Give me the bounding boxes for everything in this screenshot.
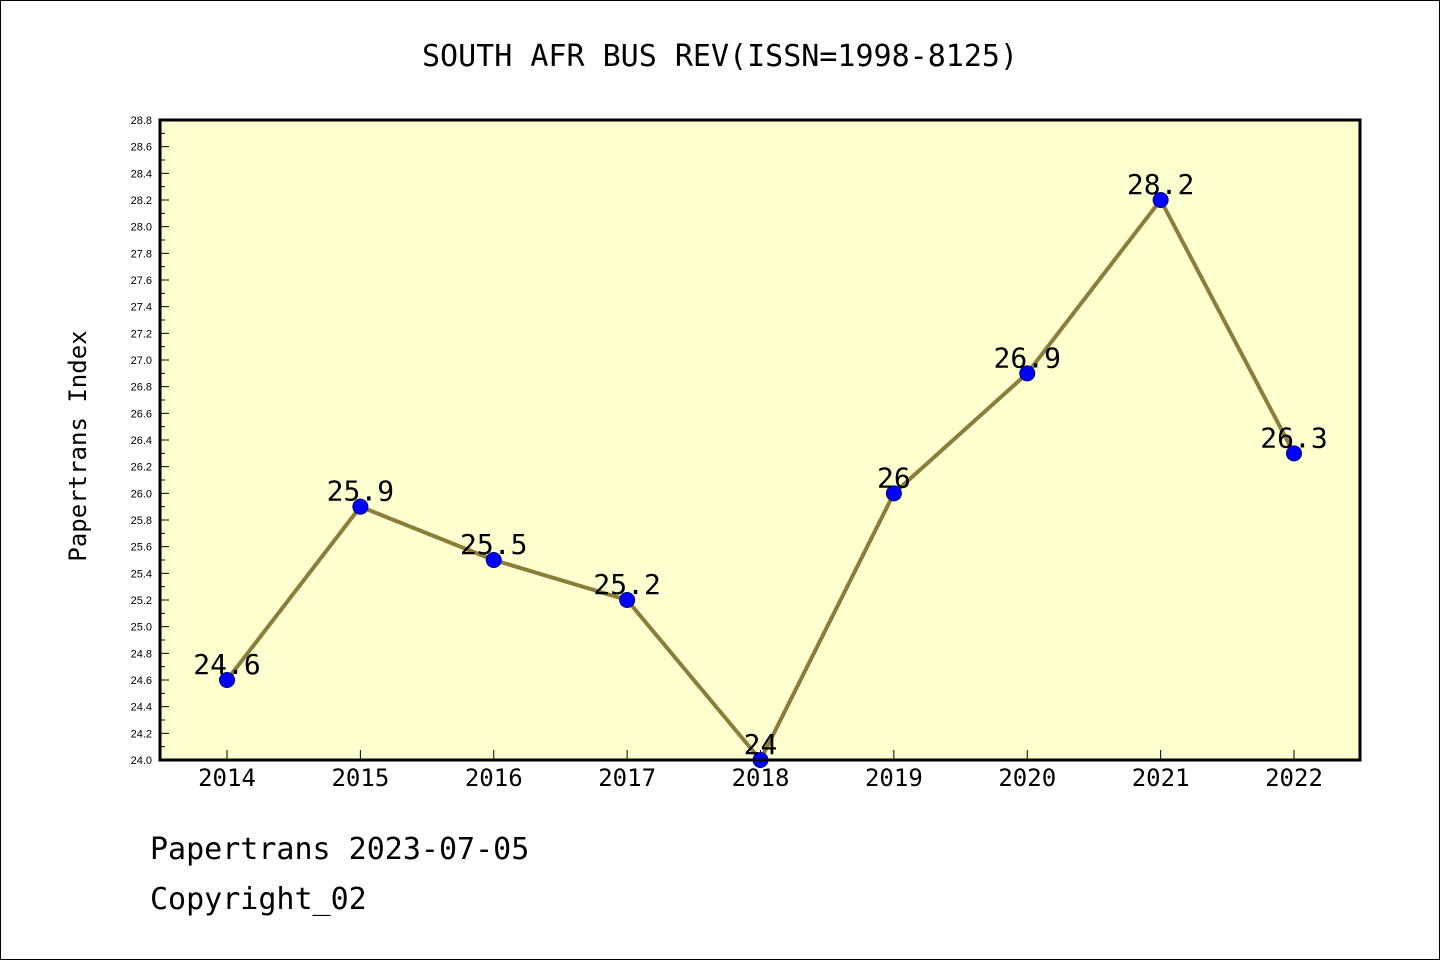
y-tick-label: 26.8 bbox=[131, 382, 152, 394]
x-tick-label: 2018 bbox=[732, 764, 790, 792]
y-tick-label: 24.0 bbox=[131, 755, 152, 767]
data-label: 28.2 bbox=[1127, 168, 1194, 201]
data-label: 25.2 bbox=[593, 568, 660, 601]
y-tick-label: 26.0 bbox=[131, 488, 152, 500]
y-tick-label: 24.4 bbox=[131, 702, 152, 714]
y-tick-label: 24.2 bbox=[131, 728, 152, 740]
data-label: 25.5 bbox=[460, 528, 527, 561]
y-axis-label: Papertrans Index bbox=[64, 330, 92, 561]
y-tick-label: 27.4 bbox=[131, 302, 152, 314]
y-tick-label: 28.6 bbox=[131, 142, 152, 154]
data-label: 26 bbox=[877, 461, 911, 494]
y-tick-label: 25.2 bbox=[131, 595, 152, 607]
x-tick-label: 2014 bbox=[198, 764, 256, 792]
y-tick-label: 28.0 bbox=[131, 222, 152, 234]
x-tick-label: 2017 bbox=[598, 764, 656, 792]
y-tick-label: 25.0 bbox=[131, 622, 152, 634]
y-tick-label: 28.8 bbox=[131, 115, 152, 127]
y-tick-label: 25.6 bbox=[131, 542, 152, 554]
y-tick-label: 24.8 bbox=[131, 648, 152, 660]
plot-area bbox=[160, 120, 1360, 760]
data-label: 26.3 bbox=[1260, 421, 1327, 454]
data-label: 24 bbox=[744, 728, 778, 761]
y-tick-label: 24.6 bbox=[131, 675, 152, 687]
y-tick-label: 28.4 bbox=[131, 168, 152, 180]
y-tick-label: 27.2 bbox=[131, 328, 152, 340]
x-tick-label: 2019 bbox=[865, 764, 923, 792]
data-label: 26.9 bbox=[994, 341, 1061, 374]
y-tick-label: 25.8 bbox=[131, 515, 152, 527]
y-tick-label: 26.2 bbox=[131, 462, 152, 474]
data-point bbox=[352, 498, 369, 515]
chart-title: SOUTH AFR BUS REV(ISSN=1998-8125) bbox=[422, 39, 1018, 74]
y-tick-label: 27.8 bbox=[131, 248, 152, 260]
y-tick-label: 27.6 bbox=[131, 275, 152, 287]
y-tick-label: 28.2 bbox=[131, 195, 152, 207]
footer-copyright-line: Copyright_02 bbox=[150, 882, 367, 917]
data-point bbox=[219, 672, 235, 688]
y-tick-label: 25.4 bbox=[131, 568, 152, 580]
x-tick-label: 2022 bbox=[1265, 764, 1323, 792]
plot-border bbox=[158, 118, 1362, 762]
y-tick-label: 27.0 bbox=[131, 355, 152, 367]
y-tick-label: 26.4 bbox=[131, 435, 152, 447]
data-point bbox=[485, 552, 502, 568]
x-tick-label: 2015 bbox=[331, 764, 389, 792]
data-point bbox=[1019, 365, 1036, 382]
data-label: 25.9 bbox=[327, 475, 394, 508]
y-tick-label: 26.6 bbox=[131, 408, 152, 420]
data-point bbox=[619, 592, 636, 608]
x-tick-label: 2020 bbox=[998, 764, 1056, 792]
x-tick-label: 2021 bbox=[1132, 764, 1190, 792]
x-tick-label: 2016 bbox=[465, 764, 523, 792]
footer-date-line: Papertrans 2023-07-05 bbox=[150, 832, 530, 867]
data-label: 24.6 bbox=[193, 648, 260, 681]
data-point bbox=[885, 485, 902, 502]
data-point bbox=[1286, 445, 1302, 462]
data-point bbox=[1152, 192, 1169, 208]
x-axis-ticks: 2014 2015 2016 2017 2018 2019 2020 2021 2022 bbox=[198, 750, 1323, 792]
